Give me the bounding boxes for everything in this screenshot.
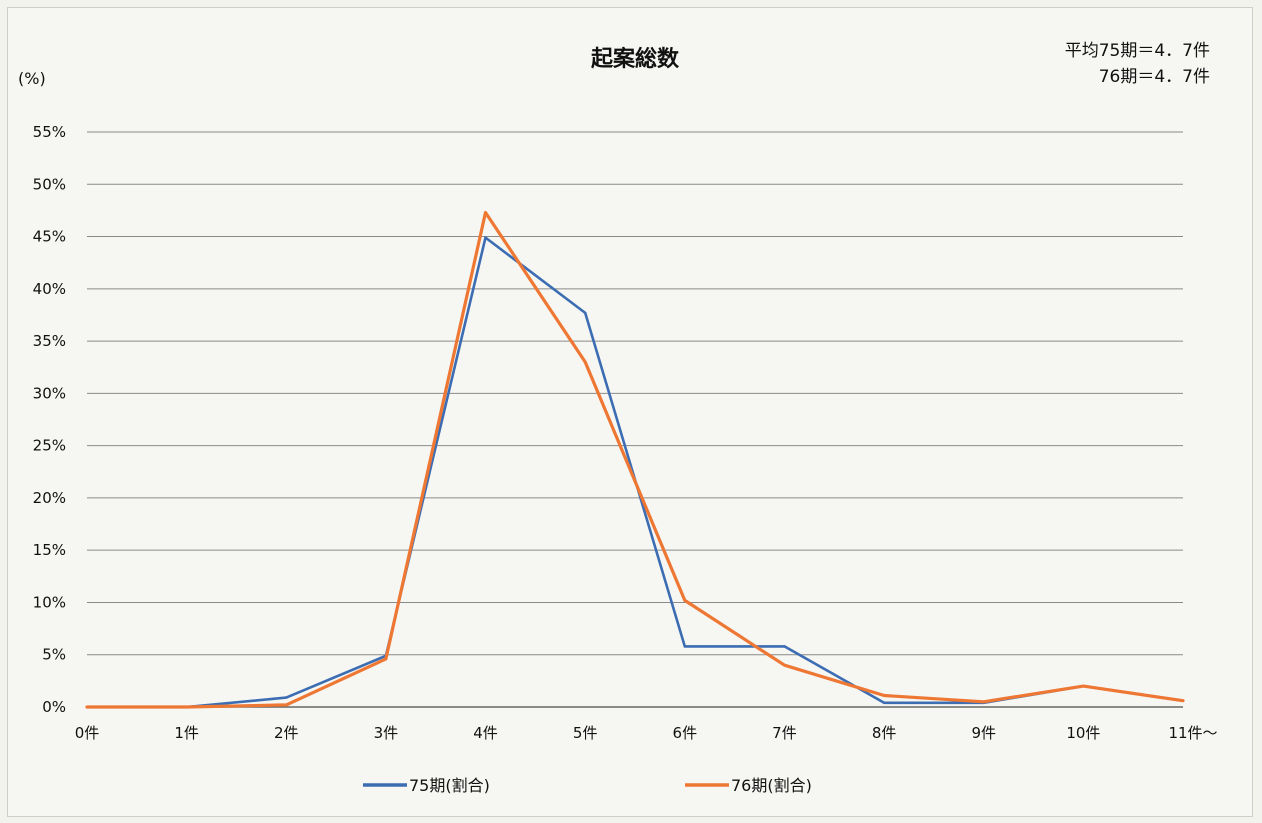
x-tick-label: 11件～	[1168, 724, 1217, 742]
x-tick-label: 5件	[573, 724, 598, 742]
x-tick-label: 7件	[772, 724, 797, 742]
chart-title: 起案総数	[590, 46, 680, 72]
data-point	[683, 599, 687, 602]
data-point	[583, 311, 587, 315]
y-tick-label: 20%	[33, 489, 66, 507]
x-tick-label: 8件	[872, 724, 897, 742]
x-tick-label: 0件	[75, 724, 100, 742]
series-line-2	[85, 210, 1185, 709]
x-tick-label: 9件	[971, 724, 996, 742]
average-note-75: 平均75期＝4．7件	[1065, 41, 1210, 61]
y-tick-label: 55%	[33, 123, 66, 141]
data-point	[583, 360, 587, 364]
y-tick-label: 0%	[42, 698, 66, 716]
data-point	[285, 696, 288, 699]
data-point	[1181, 699, 1185, 702]
average-note-76: 76期＝4．7件	[1099, 67, 1210, 87]
y-tick-label: 45%	[33, 228, 66, 246]
data-point	[285, 703, 288, 707]
y-tick-label: 10%	[33, 593, 66, 611]
data-point	[185, 705, 188, 709]
data-point	[882, 701, 886, 705]
data-point	[683, 645, 687, 648]
data-point	[783, 645, 786, 648]
legend-label: 75期(割合)	[409, 776, 490, 795]
y-axis-unit: (%)	[18, 69, 46, 88]
data-point	[85, 705, 89, 709]
data-point	[882, 694, 886, 697]
chart-frame	[7, 7, 1253, 817]
series-lines	[85, 210, 1185, 709]
legend-label: 76期(割合)	[731, 776, 812, 795]
gridlines	[87, 131, 1183, 708]
y-tick-label: 30%	[33, 384, 66, 402]
data-point	[982, 700, 985, 703]
x-tick-label: 1件	[174, 724, 199, 742]
x-tick-label: 2件	[274, 724, 299, 742]
x-tick-label: 6件	[673, 724, 698, 742]
y-tick-label: 50%	[33, 175, 66, 193]
y-axis-ticks: 0% 5% 10% 15% 20% 25% 30% 35% 40% 45% 50% 55%	[33, 123, 66, 716]
x-axis-ticks: 0件 1件 2件 3件 4件 5件 6件 7件 8件 9件 10件 11件～	[75, 724, 1218, 742]
y-tick-label: 25%	[33, 437, 66, 455]
data-point	[484, 211, 487, 214]
data-point	[484, 236, 487, 239]
data-point	[783, 663, 786, 667]
x-tick-label: 10件	[1066, 724, 1100, 742]
data-point	[1082, 684, 1085, 688]
legend: 75期(割合) 76期(割合)	[363, 776, 812, 795]
y-tick-label: 40%	[33, 280, 66, 298]
y-tick-label: 15%	[33, 541, 66, 559]
x-tick-label: 3件	[374, 724, 399, 742]
y-tick-label: 5%	[42, 646, 66, 664]
series-line-1	[85, 236, 1185, 709]
x-tick-label: 4件	[473, 724, 498, 742]
y-tick-label: 35%	[33, 332, 66, 350]
data-point	[384, 657, 388, 661]
